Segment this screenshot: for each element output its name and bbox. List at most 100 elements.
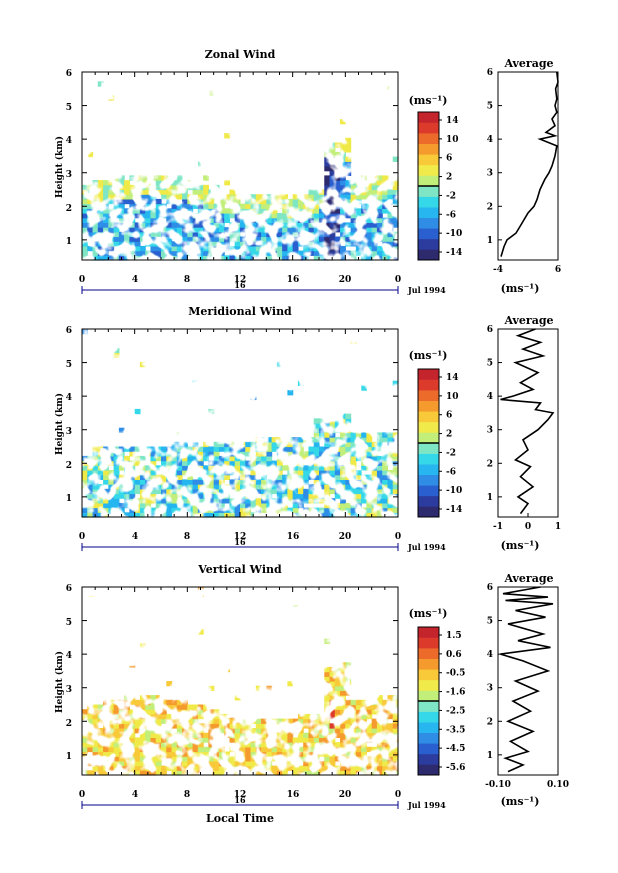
y-tick-label: 4 (66, 393, 72, 403)
average-x-tick-label: -4 (493, 265, 503, 275)
average-y-tick-label: 2 (487, 717, 493, 727)
average-title: Average (503, 572, 553, 585)
y-tick-labels: 1 2 3 4 5 6 (66, 584, 72, 762)
heatmap-field (81, 71, 399, 261)
x-tick-label: 0 (395, 532, 401, 542)
x-tick-label: 4 (132, 275, 138, 285)
chart-title: Meridional Wind (188, 305, 292, 318)
average-x-tick-label: -0.10 (485, 780, 511, 790)
colorbar-segment (418, 175, 439, 187)
average-y-tick-label: 3 (487, 684, 493, 694)
average-y-tick-label: 4 (487, 650, 493, 660)
y-tick-label: 3 (66, 170, 72, 180)
panel-meridional-wind: Meridional Wind Height (km) 1 2 3 4 5 6 … (54, 305, 561, 552)
x-tick-label: 4 (132, 790, 138, 800)
colorbar-tick-label: 2 (446, 173, 452, 183)
x-tick-labels: 0 4 8 12 16 20 0 (79, 275, 401, 285)
colorbar-tick-label: -2 (446, 448, 456, 458)
average-x-tick-label: 0.10 (547, 780, 569, 790)
colorbar-tick-label: -2.5 (446, 706, 465, 716)
colorbar-segment (418, 411, 439, 423)
colorbar-tick-label: -0.5 (446, 669, 465, 679)
colorbar-segment (418, 495, 439, 507)
colorbar-tick-label: -2 (446, 191, 456, 201)
average-title: Average (503, 314, 553, 327)
y-tick-label: 2 (66, 461, 72, 471)
colorbar-tick-label: -14 (446, 248, 462, 258)
x-tick-label: 20 (339, 275, 352, 285)
average-y-tick-label: 4 (487, 135, 493, 145)
average-y-tick-label: 1 (487, 751, 493, 761)
colorbar-segment (418, 143, 439, 155)
colorbar-segment (418, 711, 439, 723)
average-y-tick-label: 6 (487, 583, 493, 593)
y-tick-label: 2 (66, 719, 72, 729)
date-label: 16 (234, 280, 246, 290)
x-tick-label: 8 (184, 790, 190, 800)
colorbar-tick-label: -14 (446, 505, 462, 515)
x-tick-label: 20 (339, 532, 352, 542)
y-tick-label: 2 (66, 204, 72, 214)
average-y-tick-label: 5 (487, 359, 493, 369)
x-tick-labels: 0 4 8 12 16 20 0 (79, 790, 401, 800)
colorbar-tick-label: 14 (446, 116, 459, 126)
colorbar-segment (418, 432, 439, 444)
date-bar: 16 Jul 1994 (81, 280, 446, 295)
x-tick-label: 0 (395, 275, 401, 285)
average-profile-panel: Average (ms⁻¹) 1 2 3 4 5 6 -1 0 1 (487, 314, 561, 552)
x-tick-label: 16 (287, 532, 300, 542)
colorbar-segment (418, 732, 439, 744)
colorbar-segment (418, 764, 439, 776)
chart-title: Vertical Wind (197, 563, 282, 576)
date-label: 16 (234, 795, 246, 805)
average-y-tick-label: 5 (487, 617, 493, 627)
x-tick-label: 16 (287, 275, 300, 285)
average-profile-line (500, 328, 555, 515)
colorbar-segment (418, 722, 439, 734)
colorbar-segment (418, 485, 439, 497)
colorbar-segment (418, 400, 439, 412)
x-tick-label: 8 (184, 275, 190, 285)
average-profile-panel: Average (ms⁻¹) 1 2 3 4 5 6 -0.10 0.10 (485, 572, 569, 808)
x-tick-label: 0 (79, 790, 85, 800)
average-profile-panel: Average (ms⁻¹) 1 2 3 4 5 6 -4 6 (487, 57, 561, 295)
average-xlabel: (ms⁻¹) (501, 282, 540, 295)
x-tick-labels: 0 4 8 12 16 20 0 (79, 532, 401, 542)
colorbar-tick-label: 10 (446, 135, 459, 145)
colorbar-segment (418, 249, 439, 261)
x-tick-label: 12 (234, 790, 247, 800)
x-tick-label: 4 (132, 532, 138, 542)
colorbar-tick-label: -6 (446, 210, 456, 220)
colorbar-segment (418, 701, 439, 712)
colorbar-segment (418, 658, 439, 670)
average-profile-line (500, 586, 554, 773)
heatmap-field (81, 328, 399, 518)
colorbar-segment (418, 753, 439, 765)
x-tick-label: 0 (79, 275, 85, 285)
colorbar-unit: (ms⁻¹) (409, 349, 448, 362)
y-tick-label: 5 (66, 360, 72, 370)
x-tick-label: 12 (234, 532, 247, 542)
month-label: Jul 1994 (407, 800, 446, 810)
colorbar-unit: (ms⁻¹) (409, 607, 448, 620)
colorbar-tick-label: 10 (446, 392, 459, 402)
y-axis-label: Height (km) (54, 393, 65, 455)
colorbar-segment (418, 122, 439, 134)
colorbar-segment (418, 133, 439, 145)
x-tick-label: 0 (79, 532, 85, 542)
y-axis-label: Height (km) (54, 136, 65, 198)
plot-frame (81, 328, 399, 518)
colorbar-segment (418, 627, 439, 638)
y-tick-label: 3 (66, 427, 72, 437)
colorbar-segment (418, 669, 439, 681)
y-tick-label: 1 (66, 237, 72, 247)
average-y-tick-label: 3 (487, 169, 493, 179)
x-axis-label: Local Time (206, 812, 274, 825)
colorbar-tick-label: -1.6 (446, 688, 465, 698)
panel-vertical-wind: Vertical Wind Height (km) 1 2 3 4 5 6 0 … (54, 563, 569, 825)
date-label: 16 (234, 537, 246, 547)
x-tick-label: 12 (234, 275, 247, 285)
colorbar-segment (418, 164, 439, 176)
colorbar-tick-label: 0.6 (446, 650, 462, 660)
average-frame (497, 328, 559, 518)
